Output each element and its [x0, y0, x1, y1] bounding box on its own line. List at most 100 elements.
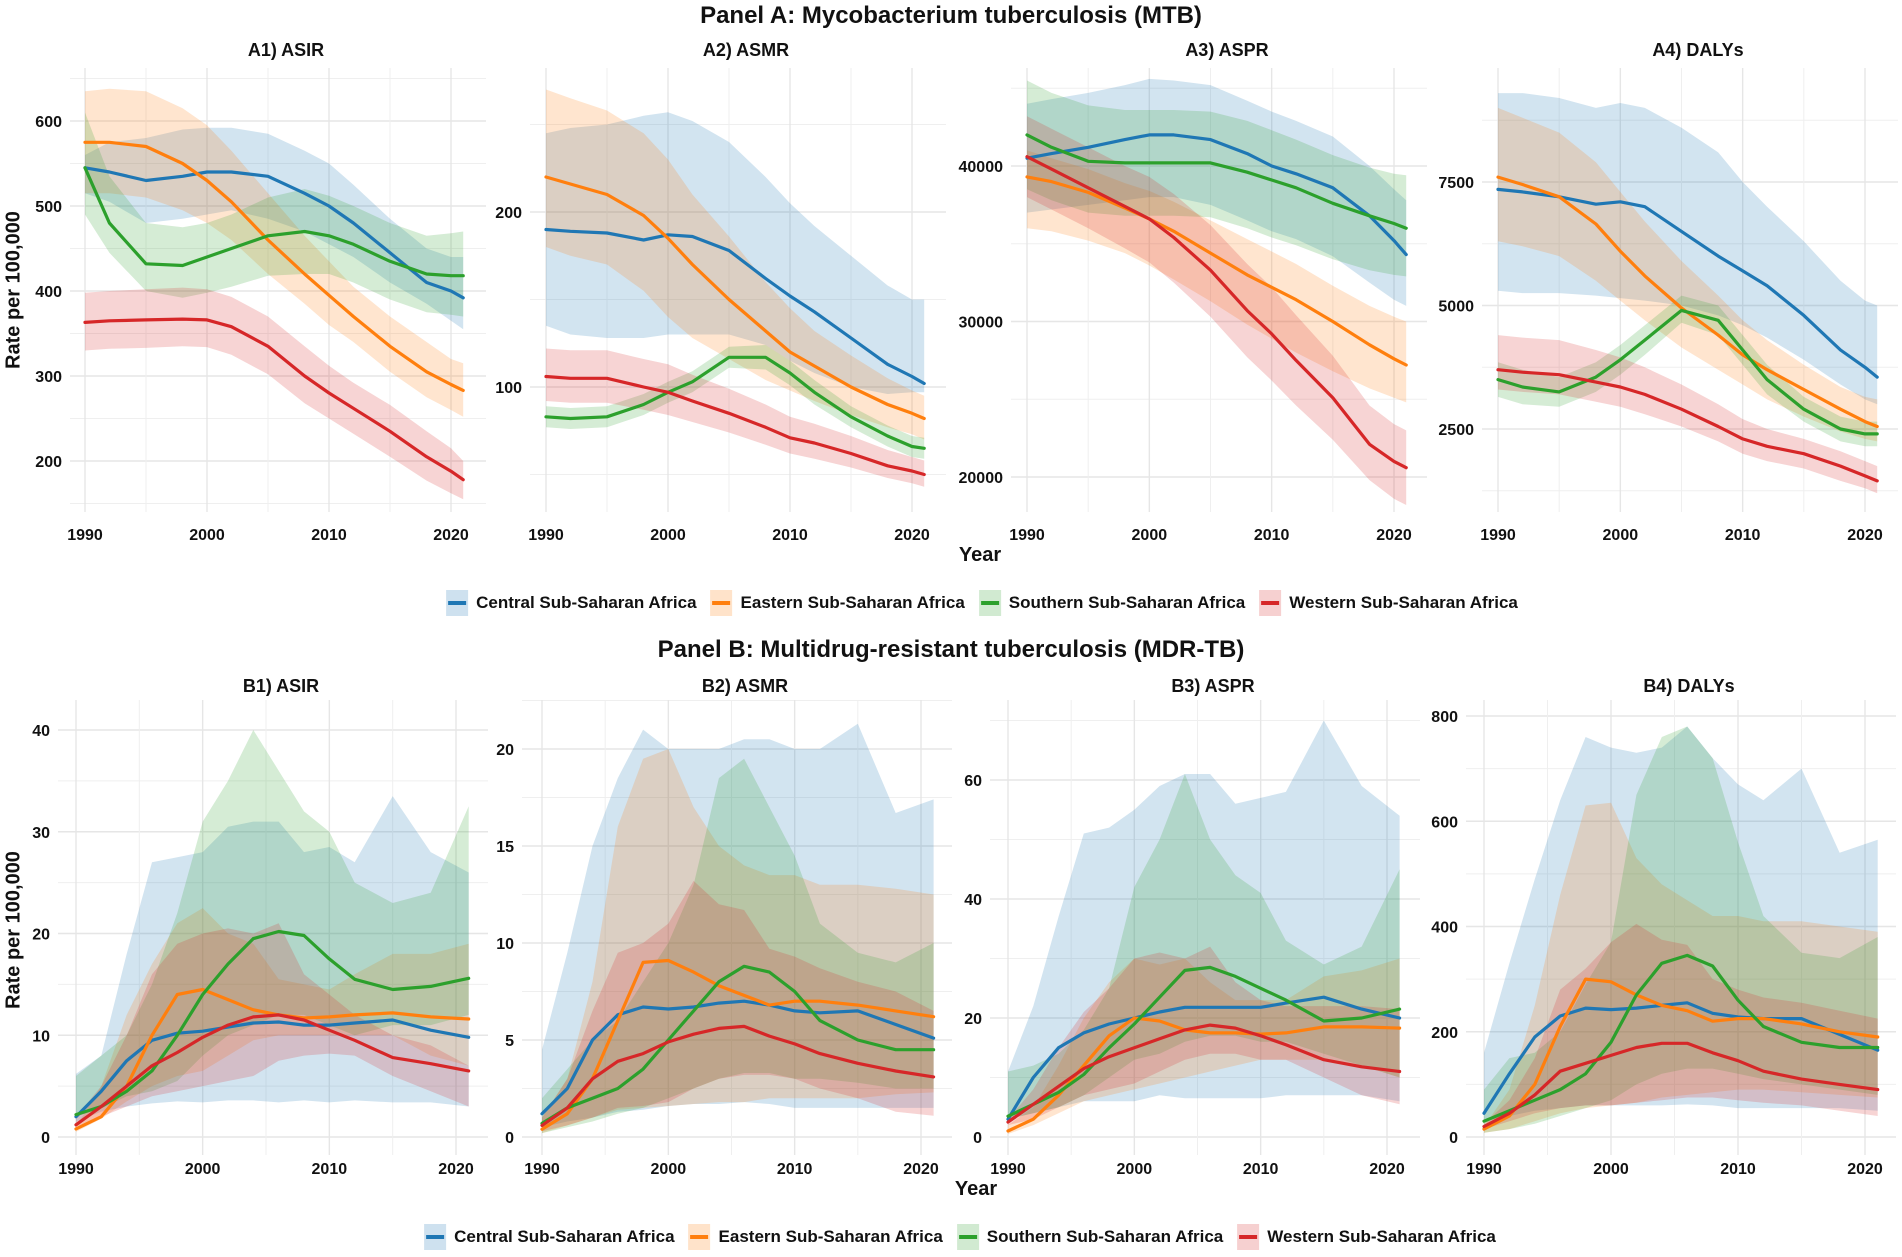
x-tick-label: 1990: [1466, 1161, 1502, 1178]
x-tick-label: 2000: [650, 527, 686, 544]
x-tick-label: 2020: [1847, 1161, 1883, 1178]
y-tick-label: 5000: [1438, 299, 1474, 316]
legend-label: Eastern Sub-Saharan Africa: [740, 593, 965, 612]
legend-key-southern: [956, 1224, 979, 1250]
series-line-central: [74, 1018, 471, 1119]
y-tick-label: 300: [35, 369, 62, 386]
series-line-southern: [1025, 133, 1408, 230]
legend-key-central: [446, 590, 469, 616]
x-tick-label: 1990: [1009, 527, 1045, 544]
legend-key-western: [1237, 1224, 1260, 1250]
x-tick-label: 2020: [1376, 527, 1412, 544]
x-tick-label: 1990: [67, 527, 103, 544]
legend-item-western[interactable]: Western Sub-Saharan Africa: [1237, 1224, 1496, 1250]
legend-label: Central Sub-Saharan Africa: [454, 1227, 675, 1246]
ci-band-eastern: [1498, 107, 1878, 442]
y-tick-label: 20: [964, 1011, 982, 1028]
ci-band-western: [542, 880, 934, 1132]
legend-key-eastern: [688, 1224, 711, 1250]
ci-band-southern: [1484, 726, 1878, 1133]
y-tick-label: 400: [35, 284, 62, 301]
y-tick-label: 200: [35, 454, 62, 471]
x-tick-label: 2010: [312, 1161, 348, 1178]
ci-band-southern: [76, 730, 469, 1117]
x-tick-label: 2010: [1243, 1161, 1279, 1178]
series-line-southern: [540, 964, 936, 1126]
series-line-central: [540, 999, 936, 1116]
y-tick-label: 200: [1431, 1025, 1458, 1042]
y-tick-label: 100: [495, 380, 522, 397]
y-tick-label: 30000: [959, 315, 1004, 332]
x-tick-label: 2010: [1720, 1161, 1756, 1178]
y-tick-label: 0: [41, 1130, 50, 1147]
x-tick-label: 1990: [1480, 527, 1516, 544]
x-tick-label: 1990: [524, 1161, 560, 1178]
legend-label: Southern Sub-Saharan Africa: [986, 1227, 1224, 1246]
series-line-eastern: [540, 958, 936, 1131]
chart-a3: 20000 30000 40000 1990 2000 2010 2020 A3) ASPR: [959, 40, 1427, 544]
series-line-eastern: [74, 987, 471, 1131]
legend-item-central[interactable]: Central Sub-Saharan Africa: [446, 590, 697, 616]
subplot-title: A1) ASIR: [248, 40, 324, 60]
legend-b: Central Sub-Saharan Africa Eastern Sub-S…: [424, 1224, 1496, 1250]
series-line-southern: [544, 355, 926, 450]
y-tick-label: 2500: [1438, 422, 1474, 439]
legend-label: Western Sub-Saharan Africa: [1289, 593, 1518, 612]
ci-band-eastern: [546, 89, 925, 440]
series-line-southern: [83, 166, 465, 278]
y-tick-label: 40000: [959, 159, 1004, 176]
series-line-eastern: [544, 175, 926, 421]
ci-band-eastern: [76, 908, 469, 1132]
series-line-western: [544, 374, 926, 477]
x-tick-label: 1990: [528, 527, 564, 544]
x-tick-label: 1990: [990, 1161, 1026, 1178]
panel-b-title: Panel B: Multidrug-resistant tuberculosi…: [657, 636, 1245, 663]
subplot-title: B2) ASMR: [702, 676, 788, 696]
legend-item-eastern[interactable]: Eastern Sub-Saharan Africa: [688, 1224, 943, 1250]
y-tick-label: 30: [32, 825, 50, 842]
y-tick-label: 500: [35, 199, 62, 216]
x-tick-label: 2010: [777, 1161, 813, 1178]
x-tick-label: 1990: [58, 1161, 94, 1178]
ci-band-western: [1008, 946, 1400, 1126]
legend-key-eastern: [710, 590, 733, 616]
y-tick-label: 7500: [1438, 175, 1474, 192]
series-line-eastern: [1025, 175, 1408, 367]
y-tick-label: 60: [964, 773, 982, 790]
legend-label: Eastern Sub-Saharan Africa: [718, 1227, 943, 1246]
subplot-title: B1) ASIR: [243, 676, 319, 696]
x-tick-label: 2020: [1369, 1161, 1405, 1178]
y-tick-label: 40: [964, 892, 982, 909]
legend-item-eastern[interactable]: Eastern Sub-Saharan Africa: [710, 590, 965, 616]
y-tick-label: 0: [973, 1130, 982, 1147]
ci-band-central: [542, 723, 934, 1128]
legend-item-southern[interactable]: Southern Sub-Saharan Africa: [956, 1224, 1224, 1250]
ci-band-southern: [546, 345, 925, 459]
legend-label: Southern Sub-Saharan Africa: [1008, 593, 1246, 612]
y-tick-label: 15: [496, 839, 514, 856]
y-tick-label: 600: [35, 114, 62, 131]
x-tick-label: 2010: [772, 527, 808, 544]
subplot-title: B4) DALYs: [1643, 676, 1734, 696]
ci-band-western: [85, 287, 464, 500]
y-tick-label: 0: [505, 1130, 514, 1147]
x-tick-label: 2000: [651, 1161, 687, 1178]
x-tick-label: 2020: [433, 527, 469, 544]
legend-item-southern[interactable]: Southern Sub-Saharan Africa: [978, 590, 1246, 616]
chart-b1: 0 10 20 30 40 1990 2000 2010 2020 B1) ASIR: [32, 676, 488, 1178]
y-tick-label: 20000: [959, 470, 1004, 487]
ci-band-western: [1027, 116, 1407, 505]
subplot-title: A4) DALYs: [1652, 40, 1743, 60]
x-tick-label: 2020: [903, 1161, 939, 1178]
ci-band-central: [1027, 78, 1407, 306]
y-tick-label: 200: [495, 205, 522, 222]
x-tick-label: 2000: [185, 1161, 221, 1178]
x-tick-label: 2010: [1725, 527, 1761, 544]
legend-item-western[interactable]: Western Sub-Saharan Africa: [1259, 590, 1518, 616]
legend-label: Western Sub-Saharan Africa: [1267, 1227, 1496, 1246]
x-tick-label: 2000: [1593, 1161, 1629, 1178]
chart-a1: 200 300 400 500 600 1990 2000 2010 2020 A1) ASIR: [35, 40, 486, 544]
legend-item-central[interactable]: Central Sub-Saharan Africa: [424, 1224, 675, 1250]
